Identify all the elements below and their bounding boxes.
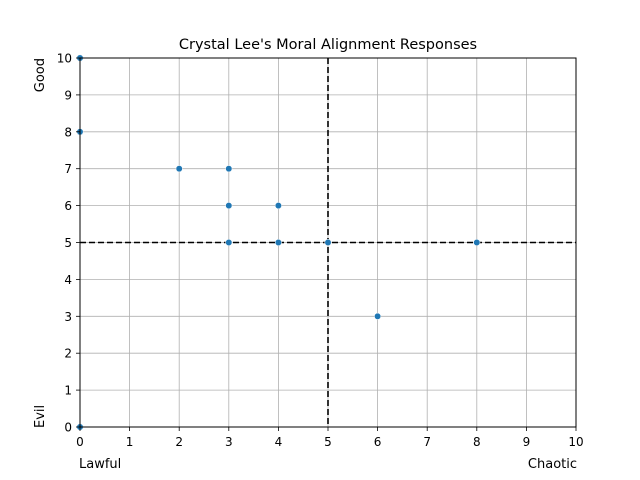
x-ticks: 0 1 2 3 4 5 6 7 8 9 10 xyxy=(76,427,584,449)
x-tick-label: 1 xyxy=(126,435,134,449)
y-tick-label: 0 xyxy=(64,421,72,435)
data-point xyxy=(473,239,481,246)
y-tick-label: 3 xyxy=(64,310,72,324)
data-point xyxy=(274,239,282,246)
data-point xyxy=(225,239,233,246)
data-point xyxy=(274,202,282,210)
y-axis-low-label: Evil xyxy=(33,405,48,428)
y-tick-label: 7 xyxy=(64,162,72,176)
x-axis-low-label: Lawful xyxy=(79,457,121,472)
data-point xyxy=(324,239,332,246)
y-tick-label: 6 xyxy=(64,199,72,213)
chart-title: Crystal Lee's Moral Alignment Responses xyxy=(179,37,477,53)
x-tick-label: 2 xyxy=(175,435,183,449)
y-tick-label: 2 xyxy=(64,347,72,361)
x-tick-label: 6 xyxy=(374,435,382,449)
y-tick-label: 1 xyxy=(64,384,72,398)
x-tick-label: 4 xyxy=(275,435,283,449)
y-tick-label: 4 xyxy=(64,273,72,287)
data-point xyxy=(225,165,233,173)
y-axis-high-label: Good xyxy=(33,58,48,92)
x-tick-label: 7 xyxy=(423,435,431,449)
x-tick-label: 5 xyxy=(324,435,332,449)
x-tick-label: 8 xyxy=(473,435,481,449)
x-tick-label: 3 xyxy=(225,435,233,449)
y-tick-label: 5 xyxy=(64,236,72,250)
x-tick-label: 10 xyxy=(568,435,583,449)
x-tick-label: 9 xyxy=(523,435,531,449)
data-points xyxy=(76,54,481,431)
y-tick-label: 9 xyxy=(64,88,72,102)
y-tick-label: 8 xyxy=(64,125,72,139)
data-point xyxy=(175,165,183,173)
x-tick-label: 0 xyxy=(76,435,84,449)
x-axis-high-label: Chaotic xyxy=(528,457,577,472)
data-point xyxy=(225,202,233,210)
y-tick-label: 10 xyxy=(57,52,72,66)
y-ticks: 0 1 2 3 4 5 6 7 8 9 10 xyxy=(57,52,80,435)
data-point xyxy=(374,312,382,320)
